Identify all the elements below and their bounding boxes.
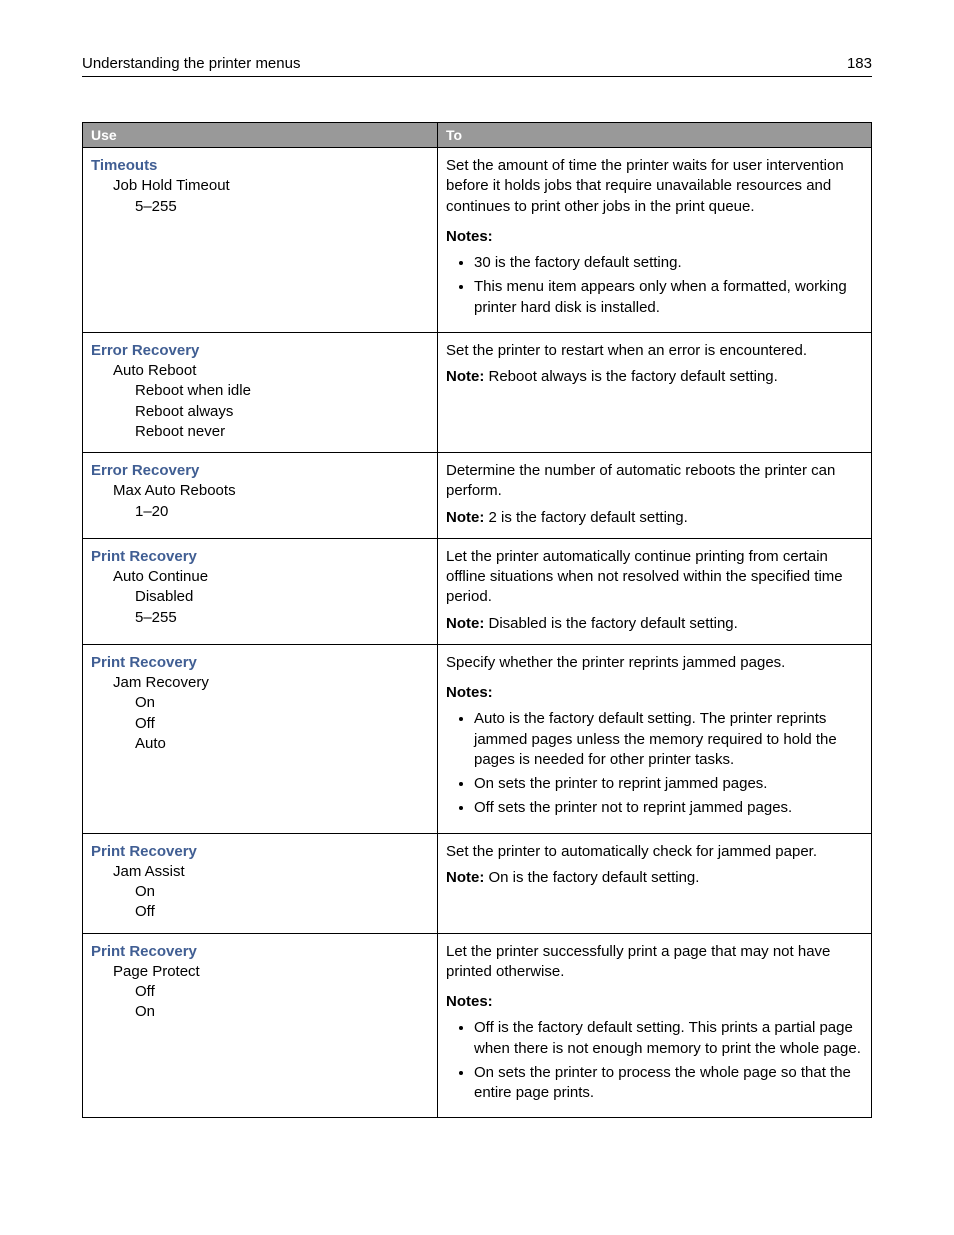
- to-description: Set the printer to automatically check f…: [446, 842, 863, 862]
- use-cell: TimeoutsJob Hold Timeout5–255: [83, 148, 438, 333]
- notes-list: Off is the factory default setting. This…: [446, 1018, 863, 1103]
- use-option: On: [135, 882, 429, 902]
- use-option: Off: [135, 902, 429, 922]
- table-row: Print RecoveryPage ProtectOffOnLet the p…: [83, 933, 872, 1118]
- use-title: Print Recovery: [91, 547, 429, 567]
- use-option: Page Protect: [113, 962, 429, 982]
- note-inline: Note: On is the factory default setting.: [446, 868, 863, 888]
- to-description: Let the printer automatically continue p…: [446, 547, 863, 608]
- note-label: Note:: [446, 869, 484, 886]
- notes-list: 30 is the factory default setting. This m…: [446, 253, 863, 318]
- use-option: Reboot when idle: [135, 381, 429, 401]
- note-item: This menu item appears only when a forma…: [474, 277, 863, 318]
- use-title: Print Recovery: [91, 842, 429, 862]
- to-cell: Set the printer to restart when an error…: [438, 332, 872, 452]
- notes-heading: Notes:: [446, 683, 863, 703]
- use-option: Disabled: [135, 587, 429, 607]
- use-option: Reboot never: [135, 422, 429, 442]
- note-inline: Note: Disabled is the factory default se…: [446, 614, 863, 634]
- table-header-row: Use To: [83, 123, 872, 148]
- note-text: Disabled is the factory default setting.: [484, 615, 737, 632]
- notes-list: Auto is the factory default setting. The…: [446, 709, 863, 818]
- notes-heading: Notes:: [446, 227, 863, 247]
- use-option: Jam Recovery: [113, 673, 429, 693]
- table-row: Print RecoveryJam AssistOnOff Set the pri…: [83, 833, 872, 933]
- use-option: Max Auto Reboots: [113, 481, 429, 501]
- note-item: Auto is the factory default setting. The…: [474, 709, 863, 770]
- note-item: On sets the printer to process the whole…: [474, 1063, 863, 1104]
- note-item: On sets the printer to reprint jammed pa…: [474, 774, 863, 794]
- use-option: Job Hold Timeout: [113, 176, 429, 196]
- note-item: Off is the factory default setting. This…: [474, 1018, 863, 1059]
- column-header-to: To: [438, 123, 872, 148]
- page-header: Understanding the printer menus 183: [82, 55, 872, 77]
- to-cell: Determine the number of automatic reboot…: [438, 453, 872, 539]
- to-cell: Let the printer automatically continue p…: [438, 538, 872, 644]
- note-inline: Note: 2 is the factory default setting.: [446, 508, 863, 528]
- to-description: Set the amount of time the printer waits…: [446, 156, 863, 217]
- use-option: Off: [135, 714, 429, 734]
- to-description: Determine the number of automatic reboot…: [446, 461, 863, 502]
- table-row: Print RecoveryJam RecoveryOnOffAuto Speci…: [83, 644, 872, 833]
- note-label: Note:: [446, 509, 484, 526]
- menu-table: Use To TimeoutsJob Hold Timeout5–255Set …: [82, 122, 872, 1118]
- note-item: Off sets the printer not to reprint jamm…: [474, 798, 863, 818]
- use-option: 5–255: [135, 608, 429, 628]
- use-option: 5–255: [135, 197, 429, 217]
- note-text: 2 is the factory default setting.: [484, 509, 687, 526]
- document-page: Understanding the printer menus 183 Use …: [0, 0, 954, 1235]
- use-option: 1–20: [135, 502, 429, 522]
- use-option: Auto Reboot: [113, 361, 429, 381]
- table-row: Error RecoveryAuto RebootReboot when idl…: [83, 332, 872, 452]
- to-cell: Set the amount of time the printer waits…: [438, 148, 872, 333]
- table-row: TimeoutsJob Hold Timeout5–255Set the amo…: [83, 148, 872, 333]
- use-title: Error Recovery: [91, 341, 429, 361]
- note-label: Note:: [446, 615, 484, 632]
- to-cell: Specify whether the printer reprints jam…: [438, 644, 872, 833]
- table-row: Error RecoveryMax Auto Reboots1–20Determ…: [83, 453, 872, 539]
- notes-heading: Notes:: [446, 992, 863, 1012]
- to-description: Specify whether the printer reprints jam…: [446, 653, 863, 673]
- note-label: Note:: [446, 368, 484, 385]
- use-option: On: [135, 1002, 429, 1022]
- column-header-use: Use: [83, 123, 438, 148]
- use-cell: Print RecoveryJam AssistOnOff: [83, 833, 438, 933]
- use-title: Error Recovery: [91, 461, 429, 481]
- note-text: On is the factory default setting.: [484, 869, 699, 886]
- use-option: Reboot always: [135, 402, 429, 422]
- use-cell: Print RecoveryJam RecoveryOnOffAuto: [83, 644, 438, 833]
- to-description: Set the printer to restart when an error…: [446, 341, 863, 361]
- note-inline: Note: Reboot always is the factory defau…: [446, 367, 863, 387]
- use-cell: Print RecoveryPage ProtectOffOn: [83, 933, 438, 1118]
- use-option: Auto: [135, 734, 429, 754]
- to-description: Let the printer successfully print a pag…: [446, 942, 863, 983]
- use-option: Off: [135, 982, 429, 1002]
- use-option: Jam Assist: [113, 862, 429, 882]
- to-cell: Let the printer successfully print a pag…: [438, 933, 872, 1118]
- use-title: Timeouts: [91, 156, 429, 176]
- header-title: Understanding the printer menus: [82, 55, 300, 72]
- use-cell: Error RecoveryAuto RebootReboot when idl…: [83, 332, 438, 452]
- use-title: Print Recovery: [91, 942, 429, 962]
- use-option: Auto Continue: [113, 567, 429, 587]
- to-cell: Set the printer to automatically check f…: [438, 833, 872, 933]
- header-page-number: 183: [847, 55, 872, 72]
- table-row: Print RecoveryAuto ContinueDisabled5–255…: [83, 538, 872, 644]
- use-option: On: [135, 693, 429, 713]
- use-cell: Print RecoveryAuto ContinueDisabled5–255: [83, 538, 438, 644]
- use-cell: Error RecoveryMax Auto Reboots1–20: [83, 453, 438, 539]
- use-title: Print Recovery: [91, 653, 429, 673]
- note-text: Reboot always is the factory default set…: [484, 368, 778, 385]
- note-item: 30 is the factory default setting.: [474, 253, 863, 273]
